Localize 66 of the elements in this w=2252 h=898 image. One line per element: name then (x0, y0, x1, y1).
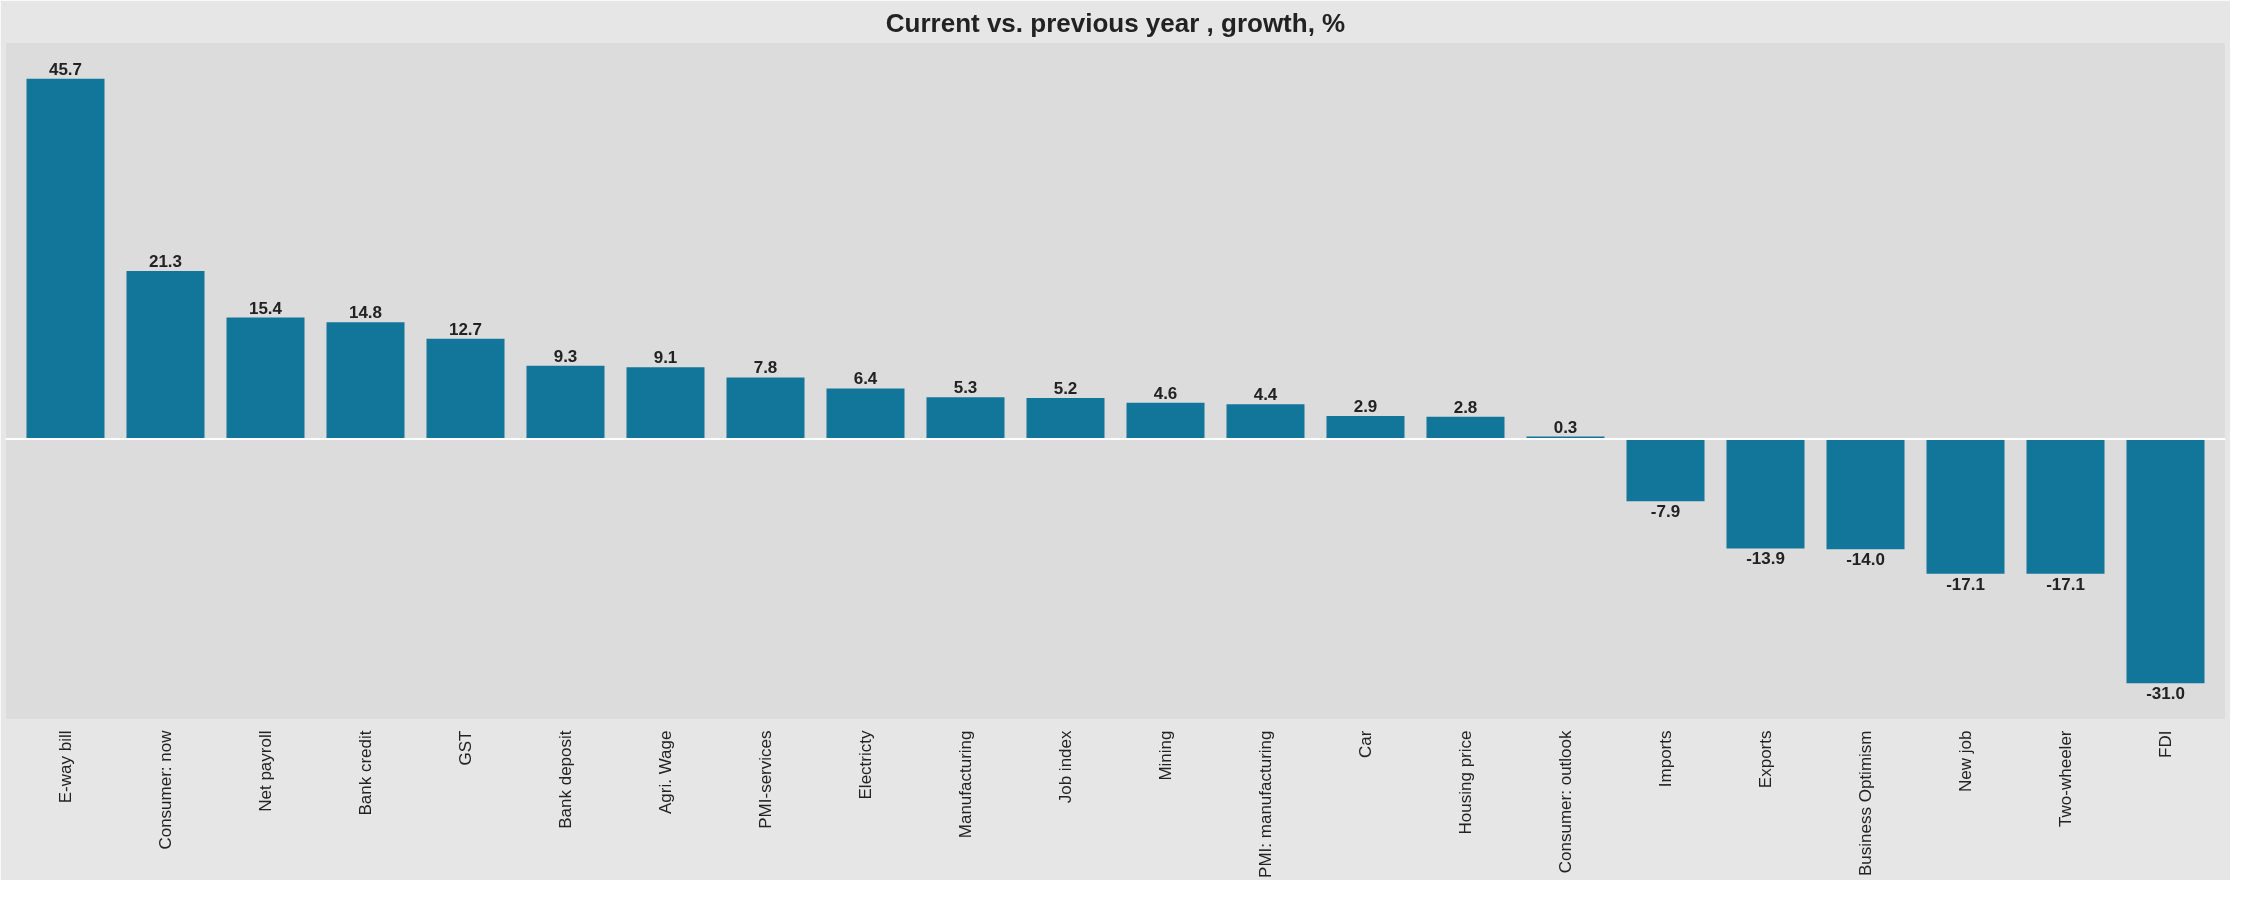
data-label: 4.4 (1253, 385, 1278, 405)
bar (1426, 416, 1505, 439)
bar (726, 377, 805, 439)
data-label: -31.0 (2146, 684, 2185, 704)
bar (526, 365, 605, 439)
x-tick-label: Agri. Wage (656, 730, 675, 814)
x-tick-label: Electricty (856, 730, 875, 800)
bar (126, 271, 205, 439)
x-tick-label: Manufacturing (956, 730, 975, 839)
bar (1626, 438, 1705, 502)
data-label: 4.6 (1153, 383, 1178, 403)
bar (1026, 397, 1105, 439)
data-label: 9.1 (653, 348, 678, 368)
data-label: 9.3 (553, 346, 578, 366)
x-tick-label: Exports (1756, 730, 1775, 789)
x-tick-label: FDI (2156, 730, 2175, 758)
data-label: -14.0 (1846, 550, 1885, 570)
x-tick-label: Job index (1056, 730, 1075, 804)
x-tick-label: Net payroll (256, 730, 275, 812)
bar (1126, 402, 1205, 439)
bar (1726, 438, 1805, 549)
data-label: 45.7 (48, 59, 83, 79)
data-label: 12.7 (448, 319, 483, 339)
data-label: 15.4 (248, 298, 283, 318)
bar (2026, 438, 2105, 574)
bar (626, 367, 705, 439)
data-label: 0.3 (1553, 417, 1578, 437)
bar (426, 338, 505, 439)
x-tick-label: Two-wheeler (2056, 730, 2075, 827)
bar (1326, 416, 1405, 439)
bar (26, 78, 105, 439)
data-label: -17.1 (1946, 574, 1985, 594)
bar (1826, 438, 1905, 550)
x-tick-label: Imports (1656, 730, 1675, 788)
data-label: 6.4 (853, 369, 878, 389)
data-label: 21.3 (148, 252, 183, 272)
data-label: 14.8 (348, 303, 383, 323)
data-label: 5.2 (1053, 378, 1078, 398)
bar (226, 317, 305, 439)
data-label: 2.9 (1353, 397, 1378, 417)
x-tick-label: Housing price (1456, 730, 1475, 835)
data-label: -13.9 (1746, 549, 1785, 569)
x-tick-label: GST (456, 730, 475, 766)
x-tick-label: Car (1356, 730, 1375, 758)
data-label: -7.9 (1650, 502, 1681, 522)
x-tick-label: Business Optimism (1856, 730, 1875, 876)
data-label: 5.3 (953, 378, 978, 398)
x-tick-label: Consumer: now (156, 729, 175, 850)
x-tick-label: PMI-services (756, 730, 775, 829)
bar (326, 322, 405, 439)
bar (2126, 438, 2205, 684)
x-tick-label: Mining (1156, 730, 1175, 781)
bar (1926, 438, 2005, 574)
data-label: -17.1 (2046, 574, 2085, 594)
x-tick-label: Bank credit (356, 730, 375, 816)
x-tick-label: New job (1956, 730, 1975, 792)
x-tick-label: Bank deposit (556, 730, 575, 829)
data-label: 2.8 (1453, 397, 1478, 417)
x-tick-label: Consumer: outlook (1556, 730, 1575, 874)
x-tick-label: PMI: manufacturing (1256, 730, 1275, 878)
bar (1226, 404, 1305, 439)
x-tick-label: E-way bill (56, 730, 75, 804)
chart-title: Current vs. previous year , growth, % (885, 7, 1346, 38)
bar (826, 388, 905, 439)
data-label: 7.8 (753, 358, 778, 378)
bar (926, 397, 1005, 439)
